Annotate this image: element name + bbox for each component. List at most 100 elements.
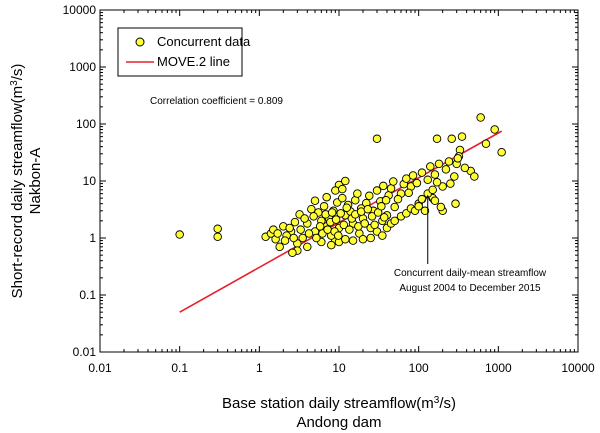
data-point: [372, 134, 382, 144]
data-point: [341, 176, 350, 186]
data-point: [378, 231, 387, 240]
data-point: [213, 224, 222, 234]
x-axis-subtitle: Andong dam: [296, 414, 381, 431]
data-point: [414, 202, 423, 211]
data-point: [490, 125, 499, 134]
data-point: [315, 222, 325, 231]
data-point: [289, 233, 298, 243]
data-point: [367, 212, 377, 221]
data-point: [423, 175, 432, 185]
annotation-line2: August 2004 to December 2015: [399, 283, 541, 294]
data-point: [309, 212, 318, 221]
scatter-points: [175, 113, 506, 258]
data-point: [497, 147, 506, 157]
data-point: [432, 178, 442, 187]
y-axis-title: Short-record daily streamflow(m3/s): [9, 64, 26, 299]
data-point: [213, 232, 222, 242]
data-point: [446, 179, 455, 188]
data-point: [436, 202, 446, 212]
x-tick-label: 0.01: [88, 361, 112, 375]
data-point: [379, 181, 388, 191]
data-point: [444, 157, 454, 166]
data-point: [363, 204, 373, 214]
data-point: [288, 248, 297, 258]
data-point: [450, 172, 459, 181]
x-tick-label: 1000: [485, 361, 512, 375]
data-point: [404, 188, 413, 198]
data-point: [322, 192, 331, 202]
data-point: [390, 202, 399, 212]
data-point: [345, 225, 354, 234]
data-point: [338, 193, 347, 203]
data-point: [426, 162, 435, 171]
data-point: [453, 154, 463, 163]
data-point: [412, 178, 422, 188]
data-point: [377, 202, 386, 211]
data-point: [430, 196, 440, 206]
data-point: [372, 186, 382, 195]
data-point: [430, 170, 440, 179]
x-tick-label: 1: [256, 361, 263, 375]
data-point: [312, 233, 321, 243]
data-point: [304, 229, 314, 238]
x-tick-label: 0.1: [171, 361, 188, 375]
data-point: [298, 233, 307, 243]
data-point: [457, 132, 467, 141]
data-point: [319, 202, 329, 211]
data-point: [476, 113, 485, 122]
data-point: [310, 196, 320, 206]
x-tick-label: 100: [409, 361, 429, 375]
data-point: [327, 208, 337, 217]
legend-box: [117, 27, 243, 77]
data-point: [428, 185, 437, 195]
y-tick-label: 100: [76, 117, 96, 131]
data-point: [323, 225, 332, 234]
legend-label-points: Concurrent data: [157, 34, 251, 49]
annotation-arrow-head: [423, 194, 433, 204]
data-point: [417, 168, 427, 177]
data-point: [434, 159, 444, 169]
y-axis-subtitle: Nakbon-A: [27, 148, 44, 215]
data-point: [386, 184, 396, 193]
data-point: [390, 216, 399, 226]
data-point: [370, 220, 379, 230]
x-axis-title: Base station daily streamflow(m3/s): [222, 395, 456, 412]
data-point: [460, 163, 470, 173]
data-point: [365, 191, 374, 201]
legend-marker-points: [135, 37, 145, 47]
data-point: [481, 139, 491, 149]
data-point: [273, 229, 282, 238]
data-point: [307, 204, 316, 214]
data-point: [470, 172, 479, 181]
data-point: [420, 206, 430, 216]
data-point: [338, 184, 347, 194]
data-point: [275, 242, 284, 252]
legend: Concurrent data MOVE.2 line: [117, 27, 251, 77]
data-point: [380, 213, 389, 222]
data-point: [381, 195, 391, 205]
data-point: [353, 189, 362, 198]
data-point: [303, 242, 312, 252]
x-tick-label: 10000: [561, 361, 595, 375]
y-tick-label: 0.1: [79, 288, 96, 302]
data-point: [432, 134, 442, 144]
data-point: [339, 220, 349, 230]
data-point: [327, 240, 336, 250]
annotation-line1: Concurrent daily-mean streamflow: [394, 268, 547, 279]
data-point: [331, 215, 341, 224]
y-tick-label: 10000: [63, 3, 97, 17]
data-point: [334, 231, 343, 240]
data-point: [285, 223, 294, 233]
y-tick-label: 1: [89, 231, 96, 245]
data-point: [175, 230, 184, 239]
data-point: [402, 174, 411, 183]
data-point: [360, 219, 369, 228]
y-tick-label: 1000: [69, 60, 96, 74]
data-point: [408, 171, 418, 180]
data-point: [348, 236, 358, 245]
data-point: [438, 182, 447, 191]
data-point: [393, 194, 403, 204]
data-point: [358, 235, 368, 244]
data-point: [336, 209, 345, 218]
